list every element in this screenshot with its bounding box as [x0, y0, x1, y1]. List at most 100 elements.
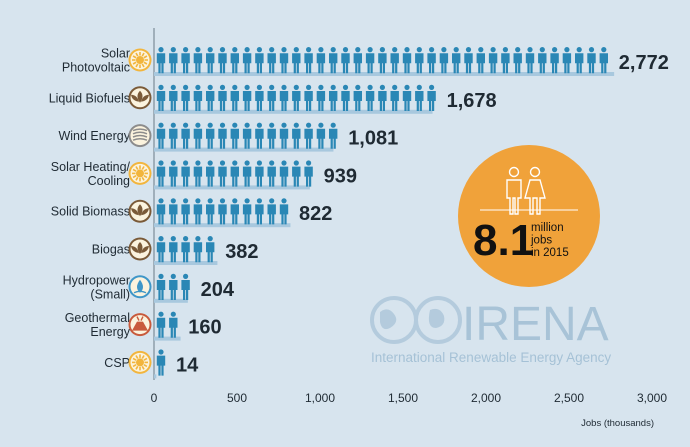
person-icon — [242, 47, 252, 74]
category-label: Solid Biomass — [51, 205, 130, 219]
category-label: Geothermal Energy — [65, 311, 131, 339]
person-icon — [193, 236, 203, 263]
people-icon — [506, 166, 546, 215]
person-icon — [476, 47, 485, 74]
callout-text: in 2015 — [531, 247, 569, 259]
category-label: Solar Photovoltaic — [62, 47, 130, 75]
value-label: 1,081 — [348, 128, 398, 150]
person-icon — [464, 47, 473, 74]
person-icon — [205, 160, 215, 187]
person-icon — [292, 160, 301, 187]
leaf-icon — [128, 86, 152, 110]
person-icon — [156, 47, 166, 74]
person-icon — [279, 198, 289, 225]
person-icon — [513, 47, 522, 74]
person-icon — [230, 84, 239, 111]
person-icon — [599, 47, 608, 74]
person-icon — [279, 84, 289, 111]
leaf-icon — [128, 237, 152, 261]
person-icon — [242, 198, 252, 225]
person-icon — [242, 122, 252, 149]
x-tick-label: 1,500 — [388, 391, 418, 405]
person-icon — [304, 84, 313, 111]
person-icon — [292, 122, 301, 149]
person-icon — [304, 122, 313, 149]
person-icon — [328, 47, 338, 74]
bar-row: Solid Biomass 822 — [51, 198, 332, 228]
bar — [154, 185, 310, 190]
bar — [154, 298, 188, 303]
callout-circle — [458, 145, 600, 287]
irena-logo-icon — [370, 296, 462, 344]
person-icon — [316, 122, 326, 149]
person-icon — [230, 122, 239, 149]
person-icon — [538, 47, 547, 74]
person-icon — [169, 311, 178, 338]
sun-icon — [128, 350, 152, 374]
person-icon — [242, 160, 252, 187]
bar — [154, 336, 181, 341]
person-icon — [353, 47, 362, 74]
person-icon — [169, 160, 178, 187]
person-icon — [169, 47, 178, 74]
x-tick-label: 3,000 — [637, 391, 667, 405]
person-icon — [156, 273, 166, 300]
bar-row: Biogas 382 — [92, 236, 259, 265]
person-icon — [341, 84, 350, 111]
person-icon — [156, 84, 166, 111]
person-icon — [230, 47, 239, 74]
person-icon — [378, 84, 387, 111]
category-label: Liquid Biofuels — [49, 91, 130, 105]
x-tick-label: 2,500 — [554, 391, 584, 405]
person-icon — [156, 198, 166, 225]
person-icon — [169, 198, 178, 225]
person-icon — [255, 160, 264, 187]
value-label: 1,678 — [447, 90, 497, 112]
leaf-icon — [128, 199, 152, 223]
callout-text: million — [531, 222, 564, 234]
person-icon — [193, 84, 203, 111]
value-label: 204 — [201, 279, 235, 301]
irena-name: IRENA — [462, 298, 609, 351]
person-icon — [181, 198, 190, 225]
person-icon — [365, 47, 375, 74]
person-icon — [267, 47, 276, 74]
person-icon — [279, 160, 289, 187]
bar — [154, 223, 291, 228]
person-icon — [415, 84, 424, 111]
person-icon — [267, 198, 276, 225]
person-icon — [156, 311, 166, 338]
person-icon — [488, 47, 498, 74]
bar-row: Wind Energy 1,081 — [58, 122, 398, 152]
bar-row: Solar Photovoltaic 2,772 — [62, 47, 669, 76]
person-icon — [205, 84, 215, 111]
value-label: 14 — [176, 354, 199, 376]
bar-row: CSP 14 — [104, 349, 199, 379]
bar-row: Solar Heating/Cooling 939 — [51, 160, 357, 190]
person-icon — [587, 47, 596, 74]
person-icon — [193, 198, 203, 225]
bar — [154, 72, 615, 76]
person-icon — [230, 198, 239, 225]
person-icon — [242, 84, 252, 111]
person-icon — [218, 84, 227, 111]
person-icon — [169, 236, 178, 263]
person-icon — [181, 236, 190, 263]
value-label: 2,772 — [619, 52, 669, 74]
person-icon — [378, 47, 387, 74]
callout-text: jobs — [530, 235, 552, 247]
wind-icon — [128, 124, 152, 148]
person-icon — [255, 47, 264, 74]
person-icon — [353, 84, 362, 111]
person-icon — [205, 47, 215, 74]
person-icon — [525, 47, 535, 74]
person-icon — [156, 236, 166, 263]
person-icon — [304, 160, 313, 187]
category-label: CSP — [104, 356, 130, 370]
person-icon — [402, 84, 412, 111]
person-icon — [181, 122, 190, 149]
irena-subtitle: International Renewable Energy Agency — [371, 350, 611, 365]
person-icon — [365, 84, 375, 111]
